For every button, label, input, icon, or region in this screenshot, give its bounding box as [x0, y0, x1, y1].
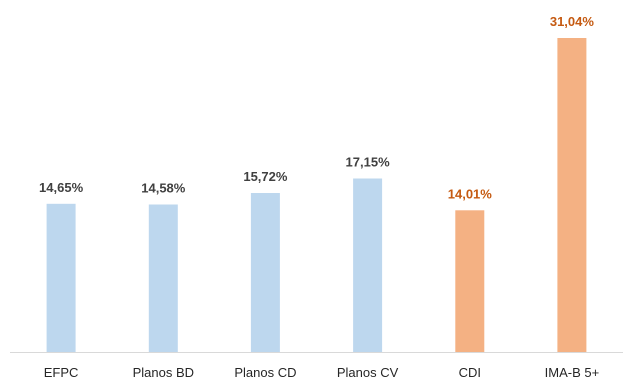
- x-tick-label-cdi: CDI: [459, 365, 481, 380]
- data-label-planos-cd: 15,72%: [243, 169, 288, 184]
- x-tick-label-ima-b-5-: IMA-B 5+: [545, 365, 600, 380]
- data-label-efpc: 14,65%: [39, 180, 84, 195]
- x-tick-label-planos-bd: Planos BD: [133, 365, 194, 380]
- data-label-cdi: 14,01%: [448, 186, 493, 201]
- bar-planos-cv: [353, 178, 383, 352]
- value-labels-group: 14,65% 14,58% 15,72% 17,15% 14,01% 31,04%: [39, 14, 594, 201]
- bar-planos-cd: [250, 193, 280, 352]
- bar-cdi: [455, 210, 485, 352]
- bar-planos-bd: [148, 204, 178, 352]
- tick-labels-group: EFPC Planos BD Planos CD Planos CV CDI IMA-B …: [44, 365, 599, 380]
- bars-group: [46, 38, 587, 352]
- data-label-planos-cv: 17,15%: [346, 155, 391, 170]
- bar-efpc: [46, 203, 76, 352]
- data-label-ima-b-5-: 31,04%: [550, 14, 595, 29]
- data-label-planos-bd: 14,58%: [141, 181, 186, 196]
- x-tick-label-efpc: EFPC: [44, 365, 79, 380]
- bar-ima-b-5-: [557, 38, 587, 352]
- x-tick-label-planos-cd: Planos CD: [234, 365, 296, 380]
- x-tick-label-planos-cv: Planos CV: [337, 365, 399, 380]
